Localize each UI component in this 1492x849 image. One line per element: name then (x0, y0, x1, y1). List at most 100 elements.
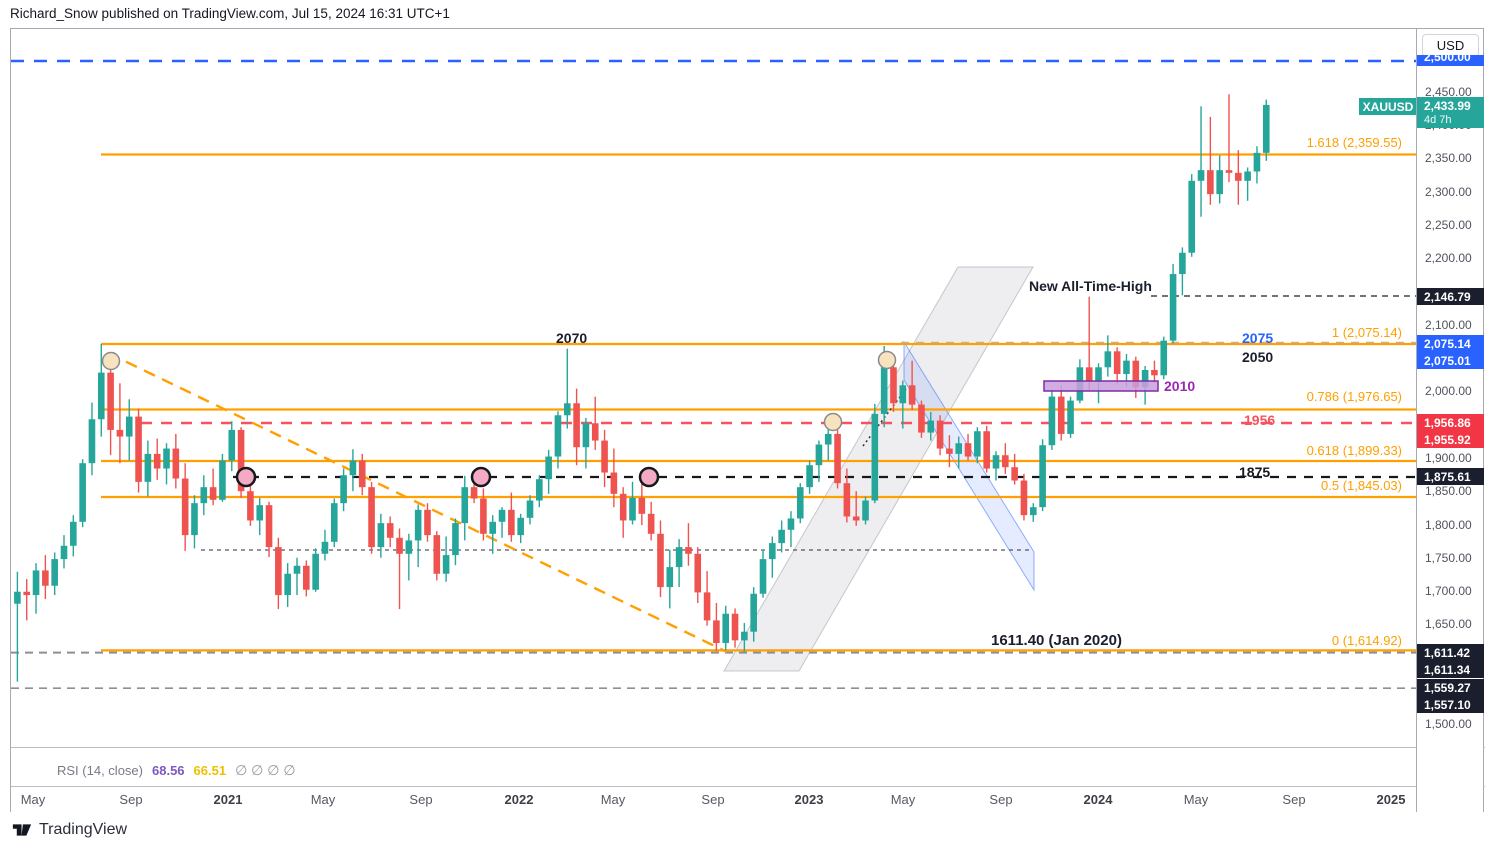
candle-body (1169, 274, 1177, 341)
tradingview-logo[interactable]: TradingView (12, 820, 127, 840)
time-label: 2025 (1376, 792, 1406, 807)
candle-body (144, 453, 152, 482)
time-label: May (310, 792, 336, 807)
candle-body (79, 463, 86, 522)
candle-body (759, 559, 767, 594)
candle-body (1011, 467, 1018, 481)
price-badge: 1,559.27 (1417, 679, 1484, 696)
candle-body (731, 613, 739, 641)
candle-body (489, 521, 497, 534)
candle-body (228, 429, 236, 461)
candle-body (1067, 400, 1074, 434)
candle-body (1048, 396, 1056, 446)
candle-body (862, 500, 869, 521)
candle-body (330, 503, 338, 542)
candle-body (992, 455, 1000, 469)
candle-body (1225, 170, 1233, 173)
candle-body (591, 423, 599, 441)
candle-body (769, 543, 776, 560)
candle-body (14, 591, 21, 604)
rsi-legend[interactable]: RSI (14, close) 68.56 66.51 ∅ ∅ ∅ ∅ (57, 762, 296, 779)
candle-body (703, 592, 711, 621)
candle-body (843, 483, 851, 517)
candle-body (498, 509, 506, 522)
candle-body (265, 505, 273, 548)
beige-circle-marker (823, 412, 843, 432)
candle-body (601, 440, 608, 473)
candle-body (890, 367, 897, 404)
time-label: 2024 (1083, 792, 1113, 807)
time-label: Sep (701, 792, 725, 807)
price-badge: 1,557.10 (1417, 696, 1484, 713)
candle-body (871, 413, 879, 501)
time-label: Sep (119, 792, 143, 807)
timescale-separator (11, 786, 1485, 787)
support-zone-2010 (1043, 380, 1159, 392)
candle-body (713, 620, 720, 644)
currency-button[interactable]: USD (1422, 34, 1479, 57)
time-label: 2021 (213, 792, 243, 807)
candle-body (675, 547, 683, 568)
price-badge: 1,611.34 (1417, 661, 1484, 678)
candle-body (51, 559, 58, 586)
time-scale[interactable]: May Sep 2021 May Sep 2022 May Sep 2023 May Sep 2024… (11, 787, 1416, 812)
candle-body (1160, 340, 1168, 376)
price-tick: 2,000.00 (1425, 384, 1472, 398)
rsi-empty-values: ∅ ∅ ∅ ∅ (235, 762, 296, 778)
price-scale[interactable]: USD 2,450.002,400.002,350.002,300.002,25… (1416, 29, 1484, 787)
candle-body (974, 431, 981, 457)
candle-body (163, 448, 170, 469)
rsi-value-2: 66.51 (193, 763, 227, 778)
price-tick: 2,300.00 (1425, 185, 1472, 199)
scale-corner (1416, 787, 1483, 812)
candle-body (899, 385, 907, 404)
candle-body (480, 498, 487, 534)
time-label: May (890, 792, 916, 807)
pane-separator[interactable] (11, 747, 1485, 748)
falling-blue-channel (903, 340, 1035, 592)
candle-body (88, 419, 96, 464)
candle-body (461, 487, 469, 524)
price-tick: 2,350.00 (1425, 151, 1472, 165)
price-tick: 1,900.00 (1425, 451, 1472, 465)
candle-body (554, 415, 562, 457)
rising-gray-channel (723, 266, 1034, 672)
candle-body (312, 553, 319, 590)
price-badge: 1,875.61 (1417, 468, 1484, 485)
candle-body (964, 443, 972, 457)
candle-body (386, 523, 394, 538)
candle-body (32, 570, 40, 596)
candle-body (414, 509, 422, 541)
candle-body (1179, 252, 1186, 275)
candle-body (936, 420, 944, 449)
candle-body (1216, 170, 1223, 195)
candle-body (70, 521, 77, 546)
downtrend-orange-dashed (107, 351, 728, 654)
candle-body (442, 555, 450, 574)
candle-body (1057, 396, 1065, 434)
candle-body (377, 523, 385, 548)
price-tick: 2,200.00 (1425, 251, 1472, 265)
candle-body (200, 487, 208, 504)
price-tick: 2,100.00 (1425, 318, 1472, 332)
time-label: Sep (989, 792, 1013, 807)
candle-body (815, 444, 823, 466)
candle-body (1197, 170, 1205, 181)
candle-body (452, 523, 459, 556)
price-badge: 2,075.14 (1417, 335, 1484, 352)
candlestick-chart[interactable] (11, 29, 1416, 787)
candle-body (181, 478, 189, 536)
candle-body (237, 429, 245, 492)
candle-body (247, 491, 254, 521)
candle-body (685, 547, 692, 554)
candle-body (1235, 172, 1242, 181)
candle-body (405, 540, 413, 554)
candle-body (1085, 367, 1093, 382)
candle-body (787, 518, 795, 530)
candle-body (191, 503, 198, 536)
price-tick: 1,750.00 (1425, 551, 1472, 565)
tradingview-logo-text: TradingView (39, 821, 128, 838)
candle-body (358, 460, 366, 488)
candle-body (1020, 480, 1028, 516)
candle-body (536, 479, 543, 501)
